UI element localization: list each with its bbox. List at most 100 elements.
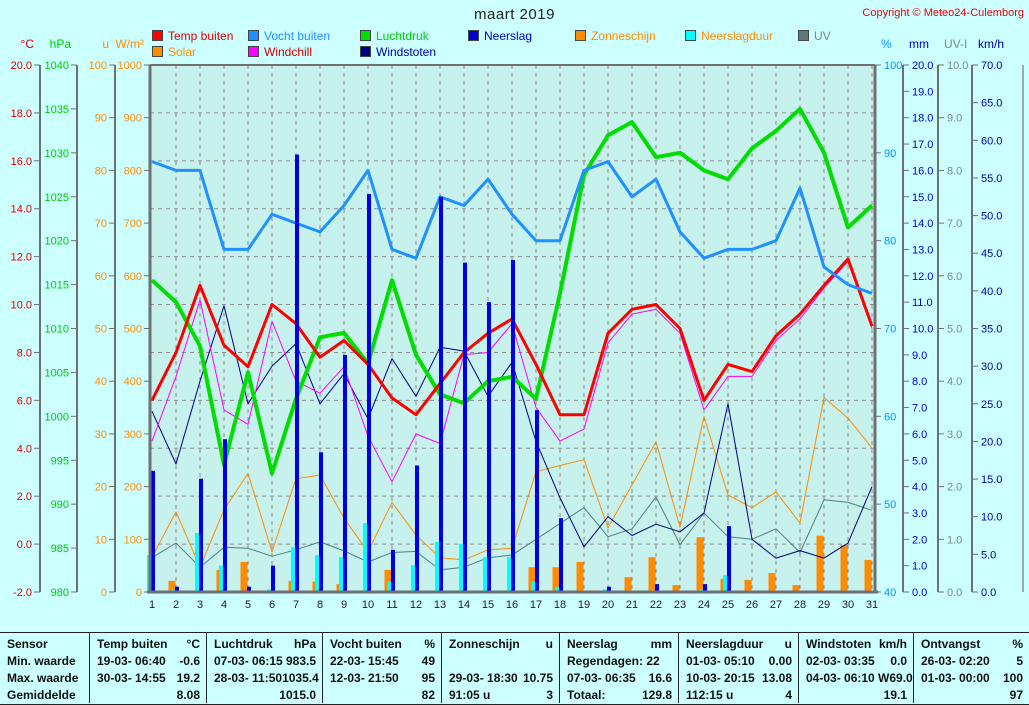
day-label: 19	[578, 599, 590, 611]
axis-header-%: %	[881, 37, 892, 51]
legend-item-vocht-buiten: Vocht buiten	[248, 29, 330, 43]
stats-col-unit: mm	[650, 637, 672, 651]
tick-label: 5.0	[912, 455, 927, 467]
stats-col-header: Ontvangst	[921, 637, 981, 651]
legend-swatch-icon	[685, 30, 696, 41]
tick-label: 1025	[45, 192, 69, 204]
bar-neerslagduur	[195, 533, 199, 592]
legend-item-temp-buiten: Temp buiten	[152, 29, 233, 43]
legend-item-uv: UV	[798, 29, 831, 43]
stats-cell-value: 95	[421, 671, 435, 685]
tick-label: 4.0	[912, 482, 927, 494]
bar-neerslag	[415, 465, 419, 592]
legend-label: Windchill	[264, 45, 313, 59]
day-label: 13	[434, 599, 446, 611]
tick-label: 1.0	[947, 534, 962, 546]
day-label: 14	[458, 599, 470, 611]
legend-label: Windstoten	[376, 45, 437, 59]
stats-cell-value: 10.75	[522, 671, 553, 685]
copyright-text: Copyright © Meteo24-Culemborg	[862, 7, 1024, 19]
tick-label: 1.0	[912, 561, 927, 573]
tick-label: 200	[124, 482, 142, 494]
bar-neerslagduur	[531, 581, 535, 592]
tick-label: 100	[884, 60, 902, 72]
tick-label: 8.0	[947, 165, 962, 177]
tick-label: 0.0	[17, 539, 32, 551]
bar-neerslag	[463, 262, 467, 592]
tick-label: 30.0	[981, 361, 1002, 373]
bar-zonneschijn	[672, 585, 680, 592]
stats-cell-value: -0.6	[179, 654, 200, 668]
tick-label: 5.0	[947, 324, 962, 336]
stats-col-header: Windstoten	[806, 637, 872, 651]
tick-label: 2.0	[947, 482, 962, 494]
legend-label: Zonneschijn	[591, 29, 656, 43]
day-label: 8	[317, 599, 323, 611]
stats-cell-value: 19.1	[883, 688, 907, 702]
tick-label: 1010	[45, 324, 69, 336]
tick-label: 15.0	[981, 474, 1002, 486]
tick-label: 2.0	[912, 534, 927, 546]
day-label: 25	[722, 599, 734, 611]
day-label: 16	[506, 599, 518, 611]
tick-label: 18.0	[11, 108, 32, 120]
stats-col-temp-buiten: Temp buiten °C 19-03- 06:40 -0.6 30-03- 14:5…	[89, 633, 206, 703]
legend-item-zonneschijn: Zonneschijn	[575, 29, 656, 43]
bar-zonneschijn	[816, 535, 824, 592]
legend-swatch-icon	[152, 30, 163, 41]
tick-label: 25.0	[981, 399, 1002, 411]
tick-label: 10.0	[912, 324, 933, 336]
tick-label: 16.0	[912, 165, 933, 177]
tick-label: 0	[101, 587, 107, 599]
day-label: 22	[650, 599, 662, 611]
day-label: 17	[530, 599, 542, 611]
tick-label: 70.0	[981, 60, 1002, 72]
chart-svg: 20.018.016.014.012.010.08.06.04.02.00.0-…	[11, 37, 1024, 611]
tick-label: 13.0	[912, 244, 933, 256]
stats-cell-when: 28-03- 11:50	[214, 671, 283, 685]
bar-zonneschijn	[240, 562, 248, 592]
legend-label: UV	[814, 29, 831, 43]
legend-item-windstoten: Windstoten	[360, 45, 437, 59]
axis-header-mm: mm	[909, 37, 929, 51]
tick-label: 900	[124, 113, 142, 125]
axis-header-UV-I: UV-I	[944, 37, 967, 51]
tick-label: 1005	[45, 367, 69, 379]
tick-label: 20.0	[981, 436, 1002, 448]
bar-zonneschijn	[576, 562, 584, 592]
day-label: 12	[410, 599, 422, 611]
bar-neerslagduur	[435, 541, 439, 592]
tick-label: 40	[95, 376, 107, 388]
tick-label: 55.0	[981, 173, 1002, 185]
tick-label: 400	[124, 376, 142, 388]
legend-item-neerslagduur: Neerslagduur	[685, 29, 773, 43]
bar-neerslag	[223, 439, 227, 592]
stats-cell-when: 02-03- 03:35	[806, 654, 875, 668]
stats-cell-when: 30-03- 14:55	[97, 671, 166, 685]
stats-cell-when: 26-03- 02:20	[921, 654, 990, 668]
stats-col-unit: hPa	[293, 637, 316, 651]
tick-label: 16.0	[11, 156, 32, 168]
stats-row-label: Max. waarde	[7, 671, 79, 685]
tick-label: 14.0	[912, 218, 933, 230]
tick-label: 990	[51, 499, 69, 511]
stats-cell-when: 10-03- 20:15	[686, 671, 755, 685]
stats-cell-value: 0.0	[890, 654, 907, 668]
stats-cell-value: 49	[421, 654, 435, 668]
tick-label: 300	[124, 429, 142, 441]
bar-neerslagduur	[411, 565, 415, 592]
stats-header: Sensor	[7, 637, 48, 651]
tick-label: 1040	[45, 60, 69, 72]
stats-col-unit: %	[424, 637, 435, 651]
tick-label: 0.0	[981, 587, 996, 599]
stats-cell-when: 22-03- 15:45	[330, 654, 399, 668]
legend-swatch-icon	[468, 30, 479, 41]
tick-label: 100	[89, 60, 107, 72]
stats-cell-when: 112:15 u	[686, 688, 734, 702]
day-label: 1	[149, 599, 155, 611]
day-label: 9	[341, 599, 347, 611]
tick-label: 90	[95, 113, 107, 125]
tick-label: 50	[884, 499, 896, 511]
stats-cell-value: 16.6	[648, 671, 672, 685]
bar-neerslag	[271, 565, 275, 592]
